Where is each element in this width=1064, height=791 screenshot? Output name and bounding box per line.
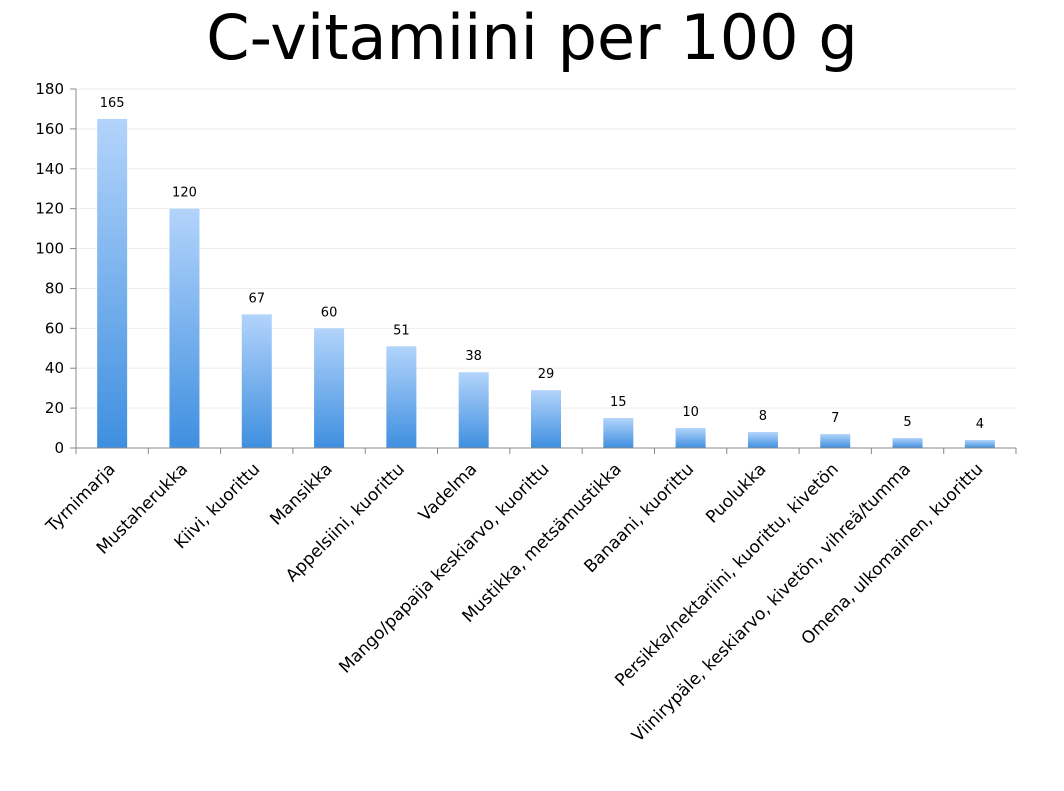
category-label: Appelsiini, kuorittu [282, 459, 409, 586]
category-label: Mansikka [266, 459, 336, 529]
chart-title: C-vitamiini per 100 g [206, 1, 858, 74]
y-tick-label: 60 [45, 319, 64, 337]
category-label: Vadelma [415, 459, 481, 525]
data-label: 165 [100, 96, 125, 111]
bar [603, 418, 634, 448]
y-tick-label: 120 [35, 200, 64, 218]
category-label: Viinirypäle, keskiarvo, kivetön, vihreä/… [628, 459, 915, 746]
bar [314, 328, 345, 448]
category-label: Puolukka [702, 459, 770, 527]
data-label: 7 [831, 411, 839, 426]
data-label: 5 [903, 415, 911, 430]
y-tick-label: 100 [35, 240, 64, 258]
y-tick-label: 80 [45, 279, 64, 297]
data-label: 60 [321, 305, 338, 320]
bar [386, 346, 417, 448]
y-tick-label: 140 [35, 160, 64, 178]
data-label: 29 [538, 367, 555, 382]
y-tick-label: 40 [45, 359, 64, 377]
y-tick-label: 0 [54, 439, 64, 457]
bar [531, 390, 561, 448]
y-tick-label: 20 [45, 399, 64, 417]
bar [747, 432, 778, 448]
data-label: 15 [610, 395, 627, 410]
gridlines [76, 88, 1016, 409]
bar [675, 428, 706, 448]
data-label: 8 [759, 409, 767, 424]
y-tick-label: 180 [35, 80, 64, 98]
bar [892, 438, 923, 448]
category-label: Tyrnimarja [42, 459, 120, 537]
data-label: 4 [976, 417, 984, 432]
bar [169, 208, 200, 448]
bar [241, 314, 272, 448]
data-label: 38 [465, 349, 482, 364]
data-label: 67 [248, 291, 265, 306]
data-label: 120 [172, 186, 197, 201]
axes [70, 88, 1017, 454]
data-label: 10 [682, 405, 699, 420]
y-tick-label: 160 [35, 120, 64, 138]
bar [458, 372, 489, 448]
bar [964, 440, 995, 448]
bar [97, 118, 128, 449]
bar [820, 434, 851, 448]
bars [97, 118, 995, 449]
data-label: 51 [393, 323, 410, 338]
